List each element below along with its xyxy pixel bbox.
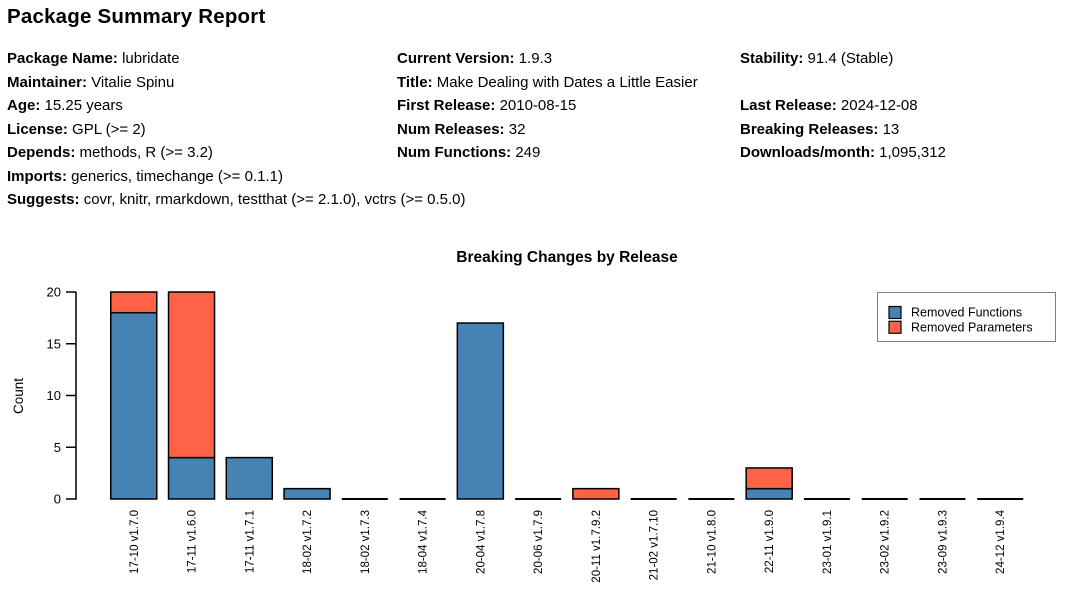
bar-segment-functions — [456, 322, 505, 500]
x-tick-label: 23-09 v1.9.3 — [937, 510, 949, 574]
metadata-field-label: Age: — [7, 97, 41, 114]
metadata-field-label: Current Version: — [397, 50, 515, 67]
metadata-field-value: 91.4 (Stable) — [807, 50, 894, 67]
y-tick-label: 15 — [47, 336, 61, 351]
metadata-field: Last Release: 2024-12-08 — [740, 97, 918, 114]
legend-swatch-removed-parameters — [888, 320, 902, 334]
x-tick-label: 21-10 v1.8.0 — [706, 510, 718, 574]
chart-title: Breaking Changes by Release — [456, 249, 678, 266]
metadata-field-value: 2010-08-15 — [499, 97, 577, 114]
legend-label: Removed Parameters — [911, 320, 1033, 334]
metadata-field-value: lubridate — [122, 50, 180, 67]
metadata-field-label: Stability: — [740, 50, 804, 67]
legend-label: Removed Functions — [911, 306, 1022, 320]
metadata-field-value: generics, timechange (>= 0.1.1) — [71, 167, 283, 185]
metadata-field-value: methods, R (>= 3.2) — [79, 144, 213, 161]
legend-box — [877, 292, 1056, 342]
metadata-field: Package Name: lubridate — [7, 50, 180, 67]
metadata-field-value: 32 — [508, 120, 526, 138]
metadata-field-label: Num Functions: — [397, 144, 512, 161]
metadata-row: License: GPL (>= 2) Num Releases: 32 Break… — [7, 121, 1067, 145]
bar-segment-parameters — [110, 291, 158, 314]
bar-segment-functions — [225, 456, 274, 500]
metadata-field-value: covr, knitr, rmarkdown, testthat (>= 2.1… — [83, 191, 466, 208]
metadata-field-label: Imports: — [7, 167, 67, 185]
metadata-row: Package Name: lubridate Current Version: … — [7, 50, 1067, 74]
metadata-field: Age: 15.25 years — [7, 97, 123, 114]
metadata-row: Age: 15.25 years First Release: 2010-08-1… — [7, 97, 1067, 121]
legend-swatch-removed-functions — [888, 305, 902, 320]
metadata-field-value: Vitalie Spinu — [91, 73, 175, 91]
metadata-field-label: Title: — [397, 73, 433, 91]
x-tick-label: 23-02 v1.9.2 — [880, 510, 892, 574]
metadata-row: Depends: methods, R (>= 3.2) Num Function… — [7, 144, 1067, 168]
bar-segment-functions — [283, 487, 331, 500]
metadata-field-value: 1,095,312 — [879, 144, 946, 161]
bar-segment-functions — [110, 311, 158, 500]
x-tick-label: 22-11 v1.9.0 — [764, 510, 776, 573]
report-title: Package Summary Report — [7, 5, 266, 28]
x-tick-label: 17-10 v1.7.0 — [129, 510, 141, 574]
metadata-field-value: 13 — [882, 120, 900, 138]
x-tick-label: 18-02 v1.7.3 — [360, 510, 372, 574]
metadata-field: Suggests: covr, knitr, rmarkdown, testth… — [7, 191, 466, 208]
x-tick-label: 18-04 v1.7.4 — [418, 509, 430, 574]
x-tick-label: 17-11 v1.6.0 — [187, 510, 199, 573]
metadata-field: First Release: 2010-08-15 — [397, 97, 576, 114]
x-tick-label: 21-02 v1.7.10 — [649, 510, 661, 580]
metadata-field-value: Make Dealing with Dates a Little Easier — [436, 73, 698, 91]
bar-segment-functions — [745, 487, 793, 500]
bar-segment-parameters — [745, 467, 793, 490]
metadata-field-value: 2024-12-08 — [840, 97, 918, 114]
x-tick-label: 20-11 v1.7.9.2 — [591, 510, 603, 583]
metadata-field: Depends: methods, R (>= 3.2) — [7, 144, 213, 161]
metadata-row: Suggests: covr, knitr, rmarkdown, testth… — [7, 191, 1067, 215]
metadata-field: License: GPL (>= 2) — [7, 121, 146, 138]
y-tick-label: 20 — [47, 285, 61, 300]
metadata-field: Num Functions: 249 — [397, 144, 540, 161]
metadata-field-label: License: — [7, 120, 68, 138]
metadata-field-label: First Release: — [397, 97, 496, 114]
metadata-field-label: Suggests: — [7, 191, 80, 208]
metadata-field-label: Package Name: — [7, 50, 118, 67]
metadata-row: Maintainer: Vitalie Spinu Title: Make Dea… — [7, 74, 1067, 98]
metadata-field-label: Num Releases: — [397, 120, 505, 138]
metadata-field: Stability: 91.4 (Stable) — [740, 50, 893, 67]
metadata-field-value: 249 — [515, 144, 541, 161]
metadata-field: Title: Make Dealing with Dates a Little … — [397, 74, 698, 91]
metadata-field: Imports: generics, timechange (>= 0.1.1) — [7, 168, 283, 185]
x-tick-label: 17-11 v1.7.1 — [244, 510, 256, 573]
bar-segment-parameters — [167, 291, 216, 459]
metadata-field-label: Breaking Releases: — [740, 120, 879, 138]
y-tick-label: 10 — [47, 388, 61, 403]
y-tick-label: 0 — [54, 492, 61, 507]
y-axis-label: Count — [11, 378, 26, 414]
y-tick-label: 5 — [54, 440, 61, 455]
metadata-field: Num Releases: 32 — [397, 121, 525, 138]
x-tick-label: 20-06 v1.7.9 — [533, 510, 545, 574]
x-tick-label: 24-12 v1.9.4 — [995, 509, 1007, 574]
metadata-field: Maintainer: Vitalie Spinu — [7, 74, 174, 91]
metadata-field-label: Maintainer: — [7, 73, 88, 91]
metadata-field: Current Version: 1.9.3 — [397, 50, 552, 67]
metadata-field-label: Last Release: — [740, 97, 837, 114]
metadata-field: Downloads/month: 1,095,312 — [740, 144, 946, 161]
bar-segment-parameters — [572, 487, 620, 500]
bar-segment-functions — [167, 456, 216, 500]
x-tick-label: 18-02 v1.7.2 — [302, 510, 314, 574]
metadata-section: Package Name: lubridate Current Version: … — [7, 50, 1067, 215]
metadata-field-value: 15.25 years — [44, 97, 123, 114]
metadata-field-value: GPL (>= 2) — [72, 120, 146, 138]
metadata-field-label: Downloads/month: — [740, 144, 875, 161]
metadata-field-value: 1.9.3 — [518, 50, 553, 67]
x-tick-label: 20-04 v1.7.8 — [475, 510, 487, 574]
metadata-field-label: Depends: — [7, 144, 76, 161]
metadata-field: Breaking Releases: 13 — [740, 121, 899, 138]
x-tick-label: 23-01 v1.9.1 — [822, 510, 834, 574]
metadata-row: Imports: generics, timechange (>= 0.1.1) — [7, 168, 1067, 192]
